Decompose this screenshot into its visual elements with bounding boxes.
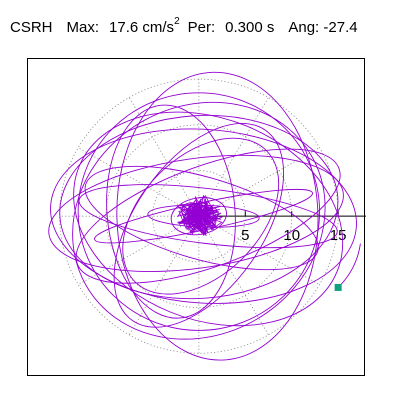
angle-label: Ang: (288, 19, 320, 36)
orbit-10 (106, 104, 236, 319)
end-point-marker (334, 283, 342, 291)
orbit-2 (50, 128, 357, 304)
center-cluster (176, 195, 223, 237)
grid-spoke-150 (78, 147, 200, 217)
angle-value: -27.4 (323, 19, 358, 36)
orbit-5 (48, 154, 344, 272)
grid-spoke-240 (128, 215, 200, 336)
orbit-9 (116, 71, 319, 361)
orbit-4 (77, 92, 321, 331)
orbit-14 (72, 101, 326, 340)
period-value: 0.300 s (225, 19, 275, 36)
plot-frame: 5 10 15 (27, 58, 366, 376)
max-value: 17.6 cm/s (109, 19, 175, 36)
radial-tick-label-10: 10 (283, 227, 300, 244)
grid-spoke-120 (128, 97, 200, 217)
center-scribble (176, 195, 223, 237)
radial-tick-label-15: 15 (330, 227, 347, 244)
orbit-3 (73, 111, 344, 327)
max-unit-exponent: 2 (174, 16, 180, 27)
end-marker (334, 283, 342, 291)
grid-spoke-210 (78, 215, 200, 286)
motion-trace (48, 71, 361, 361)
max-label: Max: (66, 19, 100, 36)
period-label: Per: (187, 19, 216, 36)
grid-spoke-60 (198, 97, 269, 217)
grid-spoke-300 (198, 215, 269, 336)
particle-motion-plot: 5 10 15 (48, 71, 366, 361)
orbit-7 (84, 165, 319, 271)
radial-tick-label-5: 5 (241, 227, 249, 244)
orbit-11 (59, 114, 339, 300)
response-header: CSRH Max: 17.6 cm/s2 Per: 0.300 s Ang: -27.4 (10, 16, 358, 38)
grid-spoke-330 (198, 215, 320, 286)
station-code: CSRH (10, 19, 53, 36)
